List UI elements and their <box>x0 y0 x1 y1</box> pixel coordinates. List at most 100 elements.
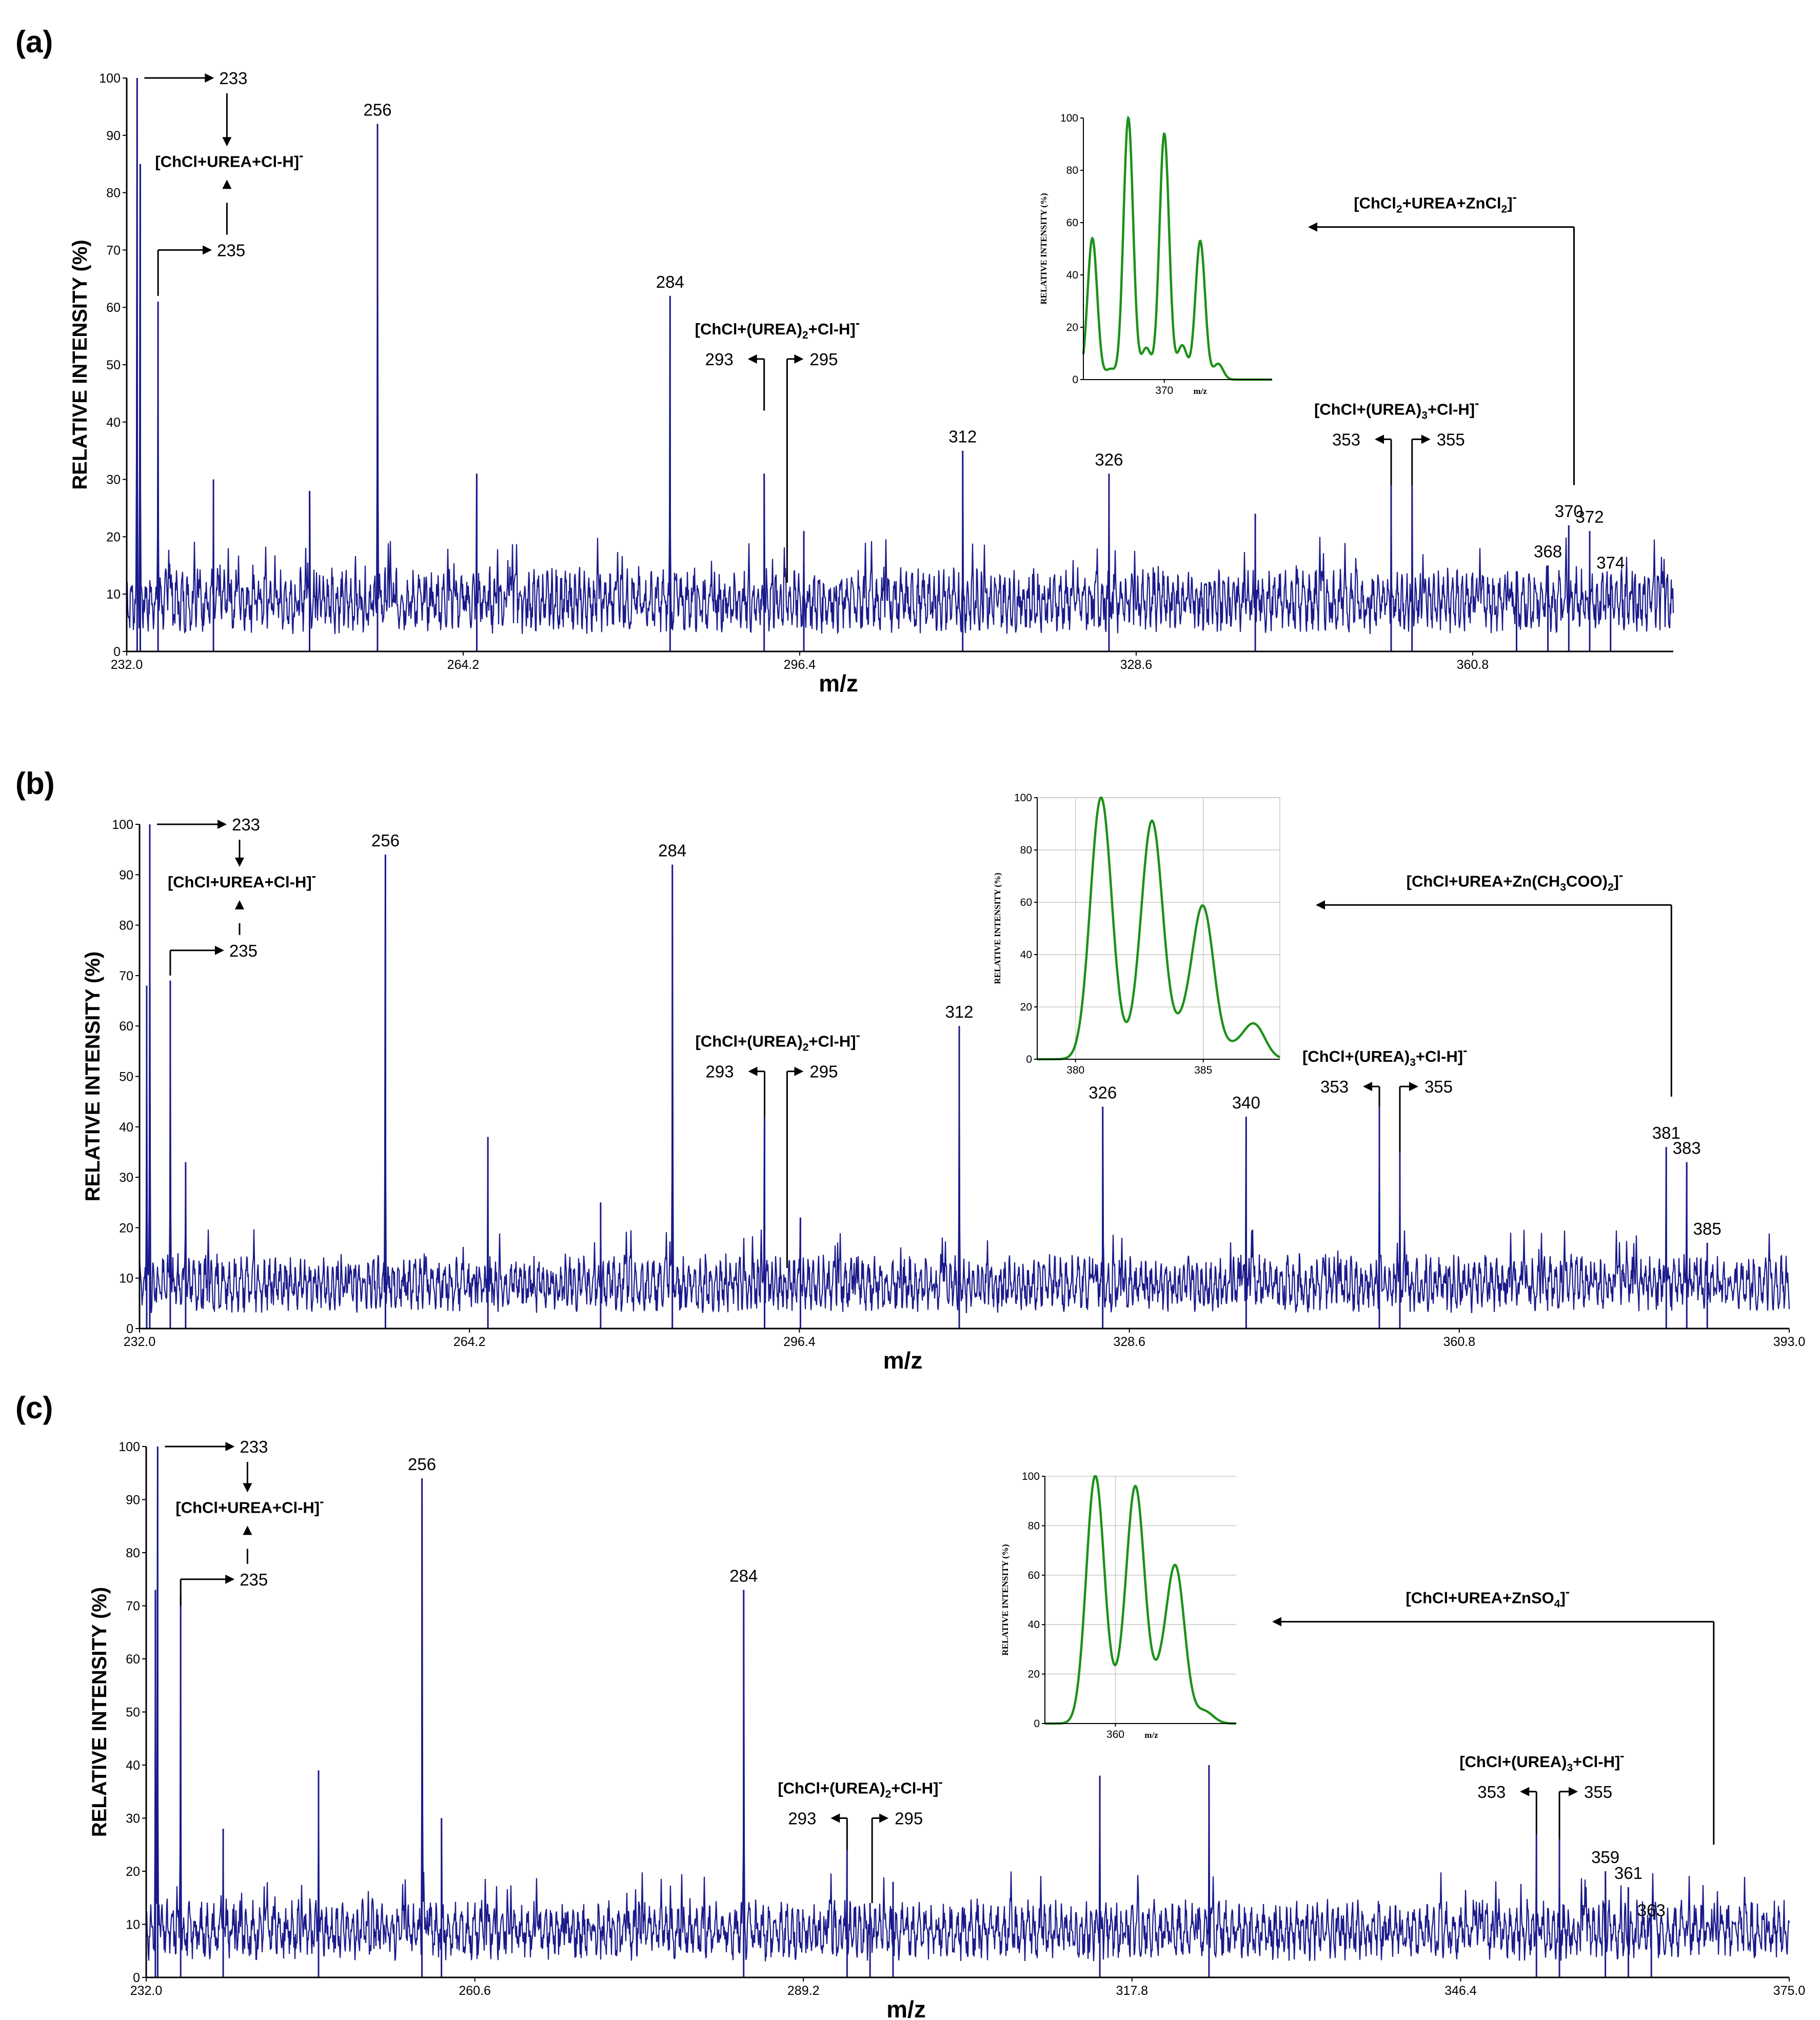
y-tick-label: 60 <box>119 1019 133 1034</box>
cluster1-label: [ChCl+UREA+Cl-H]- <box>155 148 303 170</box>
y-tick-label: 20 <box>126 1865 140 1879</box>
peak-label-368: 368 <box>1534 542 1562 561</box>
inset-y-tick-label: 20 <box>1028 1669 1040 1680</box>
panel-c: (c) 0 10 20 30 40 50 60 70 80 90 100 232.0 260.6 289.2… <box>15 1391 1805 2020</box>
ion-293-label: 293 <box>705 350 734 369</box>
inset-curve <box>1045 1475 1237 1725</box>
arrow-355-head <box>1409 1082 1418 1092</box>
y-tick-label: 0 <box>126 1322 133 1336</box>
y-axis-title: RELATIVE INTENSITY (%) <box>69 240 91 489</box>
ion-235-label: 235 <box>217 241 245 260</box>
y-tick-label: 70 <box>106 243 121 258</box>
arrow-293-head <box>748 1066 758 1076</box>
x-tick-label: 296.4 <box>784 658 816 672</box>
inset-y-tick-label: 20 <box>1066 322 1078 333</box>
x-tick-label: 264.2 <box>447 658 480 672</box>
y-tick-label: 10 <box>119 1272 133 1286</box>
arrow-down-head <box>243 1483 252 1493</box>
y-tick-label: 20 <box>119 1221 133 1235</box>
peak-label-383: 383 <box>1673 1139 1701 1158</box>
arrow-353-head <box>1362 1082 1372 1092</box>
peak-label-284: 284 <box>656 272 684 291</box>
x-axis-title: m/z <box>886 1996 926 2020</box>
x-tick-label: 317.8 <box>1116 1984 1149 1998</box>
arrow-235-head <box>214 945 224 955</box>
ion-295-label: 295 <box>809 350 838 369</box>
y-tick-label: 80 <box>126 1546 140 1560</box>
arrow-down-head <box>234 857 244 867</box>
cluster2-label: [ChCl+(UREA)2​+Cl-H]- <box>695 316 860 341</box>
y-tick-label: 10 <box>126 1918 140 1932</box>
arrow-353-head <box>1374 434 1384 444</box>
inset-curve <box>1082 115 1272 381</box>
spectrum-line <box>126 77 1674 635</box>
inset-y-axis-title: RELATIVE INTENSITY (%) <box>1039 193 1049 304</box>
y-tick-label: 70 <box>119 969 133 983</box>
x-tick-label: 260.6 <box>459 1984 491 1998</box>
y-tick-label: 30 <box>126 1812 140 1826</box>
inset-x-axis-title: m/z <box>1144 1730 1158 1740</box>
ion-235-label: 235 <box>229 941 258 960</box>
arrow-293-head <box>830 1813 840 1823</box>
arrow-295-head <box>794 354 804 364</box>
panel-letter: (b) <box>15 766 55 801</box>
y-tick-label: 30 <box>119 1171 133 1185</box>
peak-label-256: 256 <box>408 1455 436 1474</box>
peak-label-361: 361 <box>1614 1864 1643 1883</box>
inset-y-tick-label: 0 <box>1072 374 1078 386</box>
y-tick-label: 20 <box>106 530 121 544</box>
y-tick-label: 0 <box>113 645 121 659</box>
zinc-arrow-head <box>1316 900 1325 910</box>
ion-293-label: 293 <box>705 1062 734 1081</box>
x-tick-label: 289.2 <box>787 1984 820 1998</box>
y-tick-label: 40 <box>119 1120 133 1135</box>
arrow-233-head <box>225 1442 235 1451</box>
arrow-353-head <box>1520 1787 1530 1796</box>
panel-b: (b) 0 10 20 30 40 50 60 70 80 90 100 232.0 264.2 296.4… <box>15 766 1805 1374</box>
ion-293-label: 293 <box>788 1809 816 1828</box>
y-tick-label: 40 <box>106 415 121 430</box>
x-tick-label: 375.0 <box>1773 1984 1806 1998</box>
inset-frame <box>1037 797 1280 1060</box>
peak-label-284: 284 <box>729 1566 758 1585</box>
zinc-cluster-label: [ChCl+UREA+ZnSO4​]- <box>1406 1585 1570 1610</box>
inset-c: 0 20 40 60 80 100 360 RELATIVE INTENSITY (%) m/z <box>1000 1471 1237 1740</box>
ion-355-label: 355 <box>1437 430 1465 449</box>
y-tick-label: 100 <box>99 71 121 86</box>
peak-label-256: 256 <box>363 100 391 119</box>
peak-label-370: 370 <box>1555 502 1583 521</box>
peak-label-340: 340 <box>1232 1093 1260 1112</box>
inset-y-tick-label: 40 <box>1028 1619 1040 1631</box>
y-tick-label: 90 <box>126 1493 140 1508</box>
peak-label-374: 374 <box>1596 553 1625 572</box>
y-tick-label: 90 <box>106 129 121 143</box>
y-axis-title: RELATIVE INTENSITY (%) <box>88 1587 111 1837</box>
peak-label-381: 381 <box>1652 1123 1680 1142</box>
ion-233-label: 233 <box>240 1437 268 1456</box>
ion-353-label: 353 <box>1332 430 1360 449</box>
x-tick-label: 264.2 <box>453 1335 486 1349</box>
y-tick-label: 40 <box>126 1758 140 1773</box>
y-tick-label: 10 <box>106 587 121 602</box>
inset-y-tick-label: 40 <box>1066 269 1078 281</box>
peak-label-326: 326 <box>1095 450 1123 469</box>
arrow-355-head <box>1569 1787 1578 1796</box>
x-tick-label: 360.8 <box>1457 658 1489 672</box>
y-tick-label: 50 <box>126 1706 140 1720</box>
y-tick-label: 30 <box>106 473 121 487</box>
peak-label-256: 256 <box>371 831 400 850</box>
peak-label-385: 385 <box>1693 1219 1722 1238</box>
inset-y-tick-label: 100 <box>1014 792 1032 804</box>
peak-label-359: 359 <box>1591 1848 1619 1867</box>
y-tick-label: 60 <box>106 301 121 315</box>
inset-y-tick-label: 60 <box>1028 1570 1040 1581</box>
x-tick-label: 328.6 <box>1120 658 1153 672</box>
arrow-295-head <box>879 1813 889 1823</box>
y-tick-label: 100 <box>112 818 133 832</box>
y-tick-label: 0 <box>133 1971 140 1985</box>
arrow-down-head <box>222 137 232 147</box>
arrow-355-head <box>1421 434 1431 444</box>
y-tick-label: 60 <box>126 1652 140 1667</box>
peak-label-326: 326 <box>1089 1083 1117 1102</box>
ion-355-label: 355 <box>1425 1077 1453 1096</box>
